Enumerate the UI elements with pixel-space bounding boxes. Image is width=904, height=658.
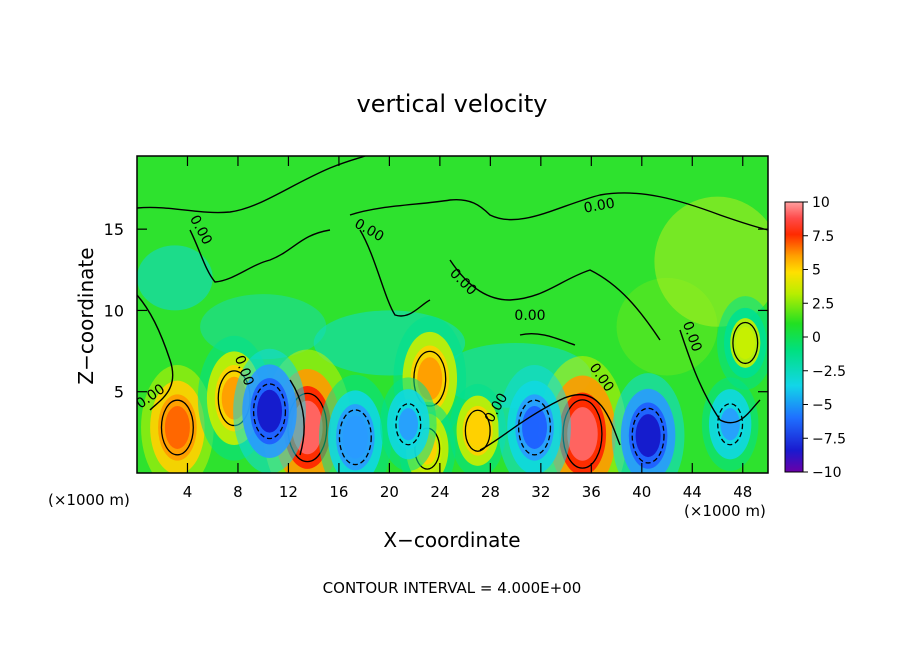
field-cell-downdraft [720,408,740,441]
contour-label: 0.00 [583,195,616,216]
x-axis: 4 8 12 16 20 24 28 32 36 40 44 48 [183,156,752,501]
contour-lines [137,156,768,456]
colorbar-tick-label: −7.5 [812,431,846,447]
y-tick-label: 5 [114,383,124,402]
contour-interval-footer: CONTOUR INTERVAL = 4.000E+00 [323,579,582,597]
colorbar-tick-label: 2.5 [812,296,834,312]
colorbar-tick-label: 5 [812,263,821,279]
x-tick-label: 36 [582,483,601,501]
x-tick-label: 16 [329,483,348,501]
colorbar-tick-label: 10 [812,195,830,211]
x-axis-label: X−coordinate [383,528,520,552]
colorbar-tick-label: −10 [812,465,842,481]
x-tick-label: 4 [183,483,193,501]
colorbar-tick-label: 7.5 [812,229,834,245]
x-tick-label: 12 [279,483,298,501]
x-tick-label: 8 [233,483,243,501]
colorbar-tick-label: 0 [812,330,821,346]
field-region [654,196,768,327]
colorbar [784,201,804,473]
contour-downdraft [517,399,552,456]
field-cell-downdraft [257,389,283,433]
x-tick-label: 48 [733,483,752,501]
colorbar-tick-label: −2.5 [812,364,846,380]
contour-downdraft [395,403,422,446]
field-cell-downdraft [635,414,661,458]
y-axis: 5 10 15 [104,220,768,402]
field-cell-updraft [468,414,488,447]
x-tick-label: 40 [632,483,651,501]
x-unit-right: (×1000 m) [684,502,766,520]
y-axis-label: Z−coordinate [74,247,98,384]
field-cell-downdraft [342,415,368,459]
x-tick-label: 24 [430,483,449,501]
field-cell-updraft [567,407,598,461]
field-region [137,245,213,311]
contour-updraft [732,321,759,365]
x-tick-label: 20 [380,483,399,501]
x-tick-label: 28 [481,483,500,501]
contour-updraft [464,409,491,452]
contour-updraft [160,399,194,456]
x-unit-left: (×1000 m) [48,491,130,509]
x-tick-label: 32 [531,483,550,501]
contour-label: 0.00 [514,308,545,324]
field-cell-downdraft [398,408,419,441]
field-cell-updraft [735,326,756,360]
field-cell-downdraft [522,406,548,449]
colorbar-ticks: 10 7.5 5 2.5 0 −2.5 −5 −7.5 −10 [803,195,846,481]
velocity-field: 0.00 0.000.000.000.000.000.000.000.000.00 [137,156,768,473]
field-cell-updraft [164,406,190,449]
y-tick-label: 15 [104,220,124,239]
y-tick-label: 10 [104,301,124,320]
contour-downdraft [631,407,665,464]
x-tick-label: 44 [683,483,702,501]
contour-downdraft [717,403,744,446]
contour-downdraft [252,383,287,440]
plot-frame [136,155,769,474]
chart-title: vertical velocity [357,90,548,118]
colorbar-tick-label: −5 [812,398,833,414]
contour-downdraft [338,409,372,466]
